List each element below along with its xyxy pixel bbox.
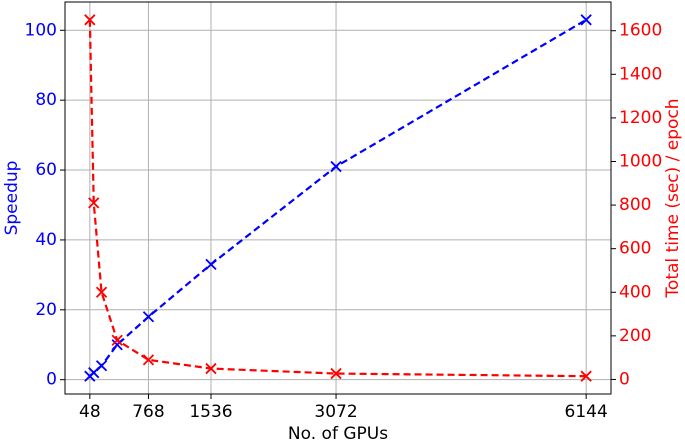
point-marker [580, 370, 592, 382]
y-tick-label: 40 [35, 230, 57, 250]
y-tick-label: 80 [35, 90, 57, 110]
x-tick-label: 3072 [314, 402, 357, 422]
y-axis-label: Speedup [2, 161, 22, 236]
x-axis-label: No. of GPUs [288, 424, 388, 443]
point-marker [95, 360, 108, 372]
x-tick-label: 1536 [189, 402, 232, 422]
point-marker [205, 362, 217, 375]
y2-axis-label: Total time (sec) / epoch [663, 98, 683, 298]
x-tick-label: 768 [132, 402, 164, 422]
y-tick-label: 60 [35, 160, 57, 180]
point-marker [84, 14, 96, 26]
point-marker [205, 258, 217, 271]
y-tick-label: 0 [46, 370, 57, 390]
point-marker [330, 160, 342, 173]
x-tick-label: 6144 [565, 402, 608, 422]
series-line [88, 19, 587, 378]
x-tick-label: 48 [79, 402, 101, 422]
y2-tick-label: 0 [619, 369, 630, 389]
y2-tick-label: 600 [619, 239, 651, 259]
series-line [89, 18, 587, 378]
point-marker [88, 197, 100, 209]
point-marker [142, 311, 155, 323]
y2-tick-label: 1200 [619, 108, 662, 128]
point-marker [330, 367, 342, 380]
point-marker [580, 14, 592, 26]
y2-tick-label: 1000 [619, 151, 662, 171]
point-marker [111, 334, 123, 346]
point-marker [95, 286, 108, 298]
y2-tick-label: 800 [619, 195, 651, 215]
point-marker [111, 339, 123, 351]
plot-frame [64, 1, 612, 395]
y2-tick-label: 400 [619, 282, 651, 302]
point-marker [142, 354, 155, 366]
y-tick-label: 20 [35, 300, 57, 320]
y2-tick-label: 1400 [619, 64, 662, 84]
y-tick-label: 100 [25, 20, 57, 40]
y2-tick-label: 1600 [619, 21, 662, 41]
y2-tick-label: 200 [619, 326, 651, 346]
